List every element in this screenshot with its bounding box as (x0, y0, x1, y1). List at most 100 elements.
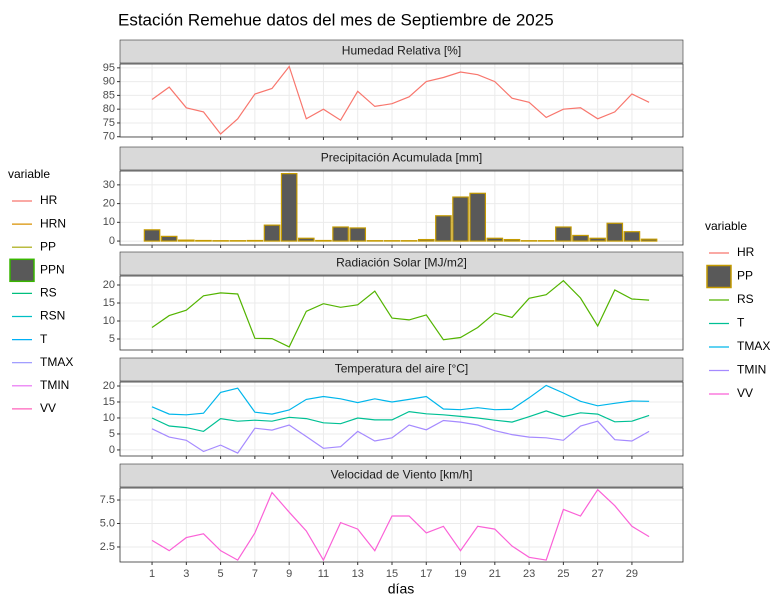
x-tick-label: 23 (523, 568, 535, 580)
legend-label: PP (737, 269, 753, 283)
legend-label: T (737, 316, 745, 330)
chart-title: Estación Remehue datos del mes de Septie… (118, 10, 554, 29)
legend-label: RS (737, 292, 754, 306)
legend-label: HRN (40, 216, 66, 230)
line (151, 419, 650, 454)
y-tick-label: 80 (103, 103, 115, 115)
legend-label: PP (40, 239, 56, 253)
bar (469, 192, 486, 242)
bar (160, 235, 178, 242)
y-tick-label: 75 (103, 117, 115, 129)
legend-label: TMIN (737, 363, 766, 377)
strip (119, 463, 684, 488)
bar (297, 237, 315, 242)
bar (280, 173, 298, 242)
bar (572, 234, 589, 242)
bar (417, 238, 435, 242)
x-tick-label: 15 (386, 568, 398, 580)
y-tick-label: 95 (103, 62, 115, 74)
strip (119, 251, 684, 276)
bar (452, 196, 469, 242)
y-tick-label: 20 (103, 380, 115, 392)
panel-border (119, 275, 684, 351)
bar (143, 229, 161, 242)
x-tick-label: 1 (149, 568, 155, 580)
bar (315, 239, 332, 242)
x-tick-label: 17 (420, 568, 432, 580)
y-tick-label: 10 (103, 216, 115, 228)
y-tick-label: 0 (109, 235, 115, 247)
y-tick-label: 5.0 (100, 517, 115, 529)
panel-title: Velocidad de Viento [km/h] (331, 468, 473, 482)
x-tick-label: 7 (252, 568, 258, 580)
legend-label: PPN (40, 262, 65, 276)
x-tick-label: 19 (454, 568, 466, 580)
bar (263, 224, 281, 242)
y-tick-label: 10 (103, 412, 115, 424)
x-tick-label: 27 (592, 568, 604, 580)
legend-key (706, 264, 732, 289)
panel-title: Temperatura del aire [°C] (335, 362, 469, 376)
bar (486, 237, 504, 242)
legend-label: VV (40, 401, 56, 415)
strip (119, 39, 684, 64)
bar (178, 239, 195, 242)
x-axis-label: días (388, 581, 414, 597)
y-tick-label: 15 (103, 297, 115, 309)
panel-border (119, 170, 684, 246)
bar (246, 239, 264, 242)
strip (119, 357, 684, 382)
legend-label: HR (737, 245, 755, 259)
panel (120, 382, 683, 456)
legend-label: HR (40, 193, 58, 207)
x-tick-label: 9 (286, 568, 292, 580)
y-tick-label: 7.5 (100, 494, 115, 506)
strip (119, 146, 684, 171)
panel (120, 488, 683, 562)
bar (623, 231, 641, 242)
panel (120, 171, 683, 245)
y-tick-label: 10 (103, 315, 115, 327)
y-tick-label: 15 (103, 396, 115, 408)
panel-title: Humedad Relativa [%] (342, 44, 461, 58)
y-tick-label: 20 (103, 279, 115, 291)
panel-title: Precipitación Acumulada [mm] (321, 151, 482, 165)
x-tick-label: 3 (183, 568, 189, 580)
x-tick-label: 13 (352, 568, 364, 580)
y-tick-label: 85 (103, 89, 115, 101)
y-tick-label: 90 (103, 76, 115, 88)
y-tick-label: 5 (109, 333, 115, 345)
bar (555, 226, 572, 242)
legend-label: TMAX (40, 355, 73, 369)
bar (503, 238, 521, 242)
y-tick-label: 70 (103, 131, 115, 143)
panel-border (119, 381, 684, 457)
line (151, 279, 650, 348)
y-tick-label: 30 (103, 179, 115, 191)
y-tick-label: 5 (109, 428, 115, 440)
x-tick-label: 25 (557, 568, 569, 580)
x-tick-label: 29 (626, 568, 638, 580)
line (151, 488, 650, 562)
y-tick-label: 20 (103, 198, 115, 210)
legend-label: TMIN (40, 378, 69, 392)
legend-label: RS (40, 286, 57, 300)
panel-title: Radiación Solar [MJ/m2] (336, 256, 467, 270)
legend-title: variable (705, 219, 747, 233)
legend-label: T (40, 332, 48, 346)
legend-key (9, 258, 35, 283)
bar (332, 226, 349, 242)
line (151, 65, 650, 135)
bar (349, 227, 367, 242)
panel-border (119, 63, 684, 138)
y-tick-label: 2.5 (100, 541, 115, 553)
y-tick-label: 0 (109, 444, 115, 456)
bar (640, 238, 658, 242)
bar (606, 222, 624, 242)
bar (195, 239, 212, 242)
legend-label: VV (737, 386, 753, 400)
line (151, 384, 650, 416)
x-tick-label: 21 (489, 568, 501, 580)
legend-title: variable (8, 167, 50, 181)
